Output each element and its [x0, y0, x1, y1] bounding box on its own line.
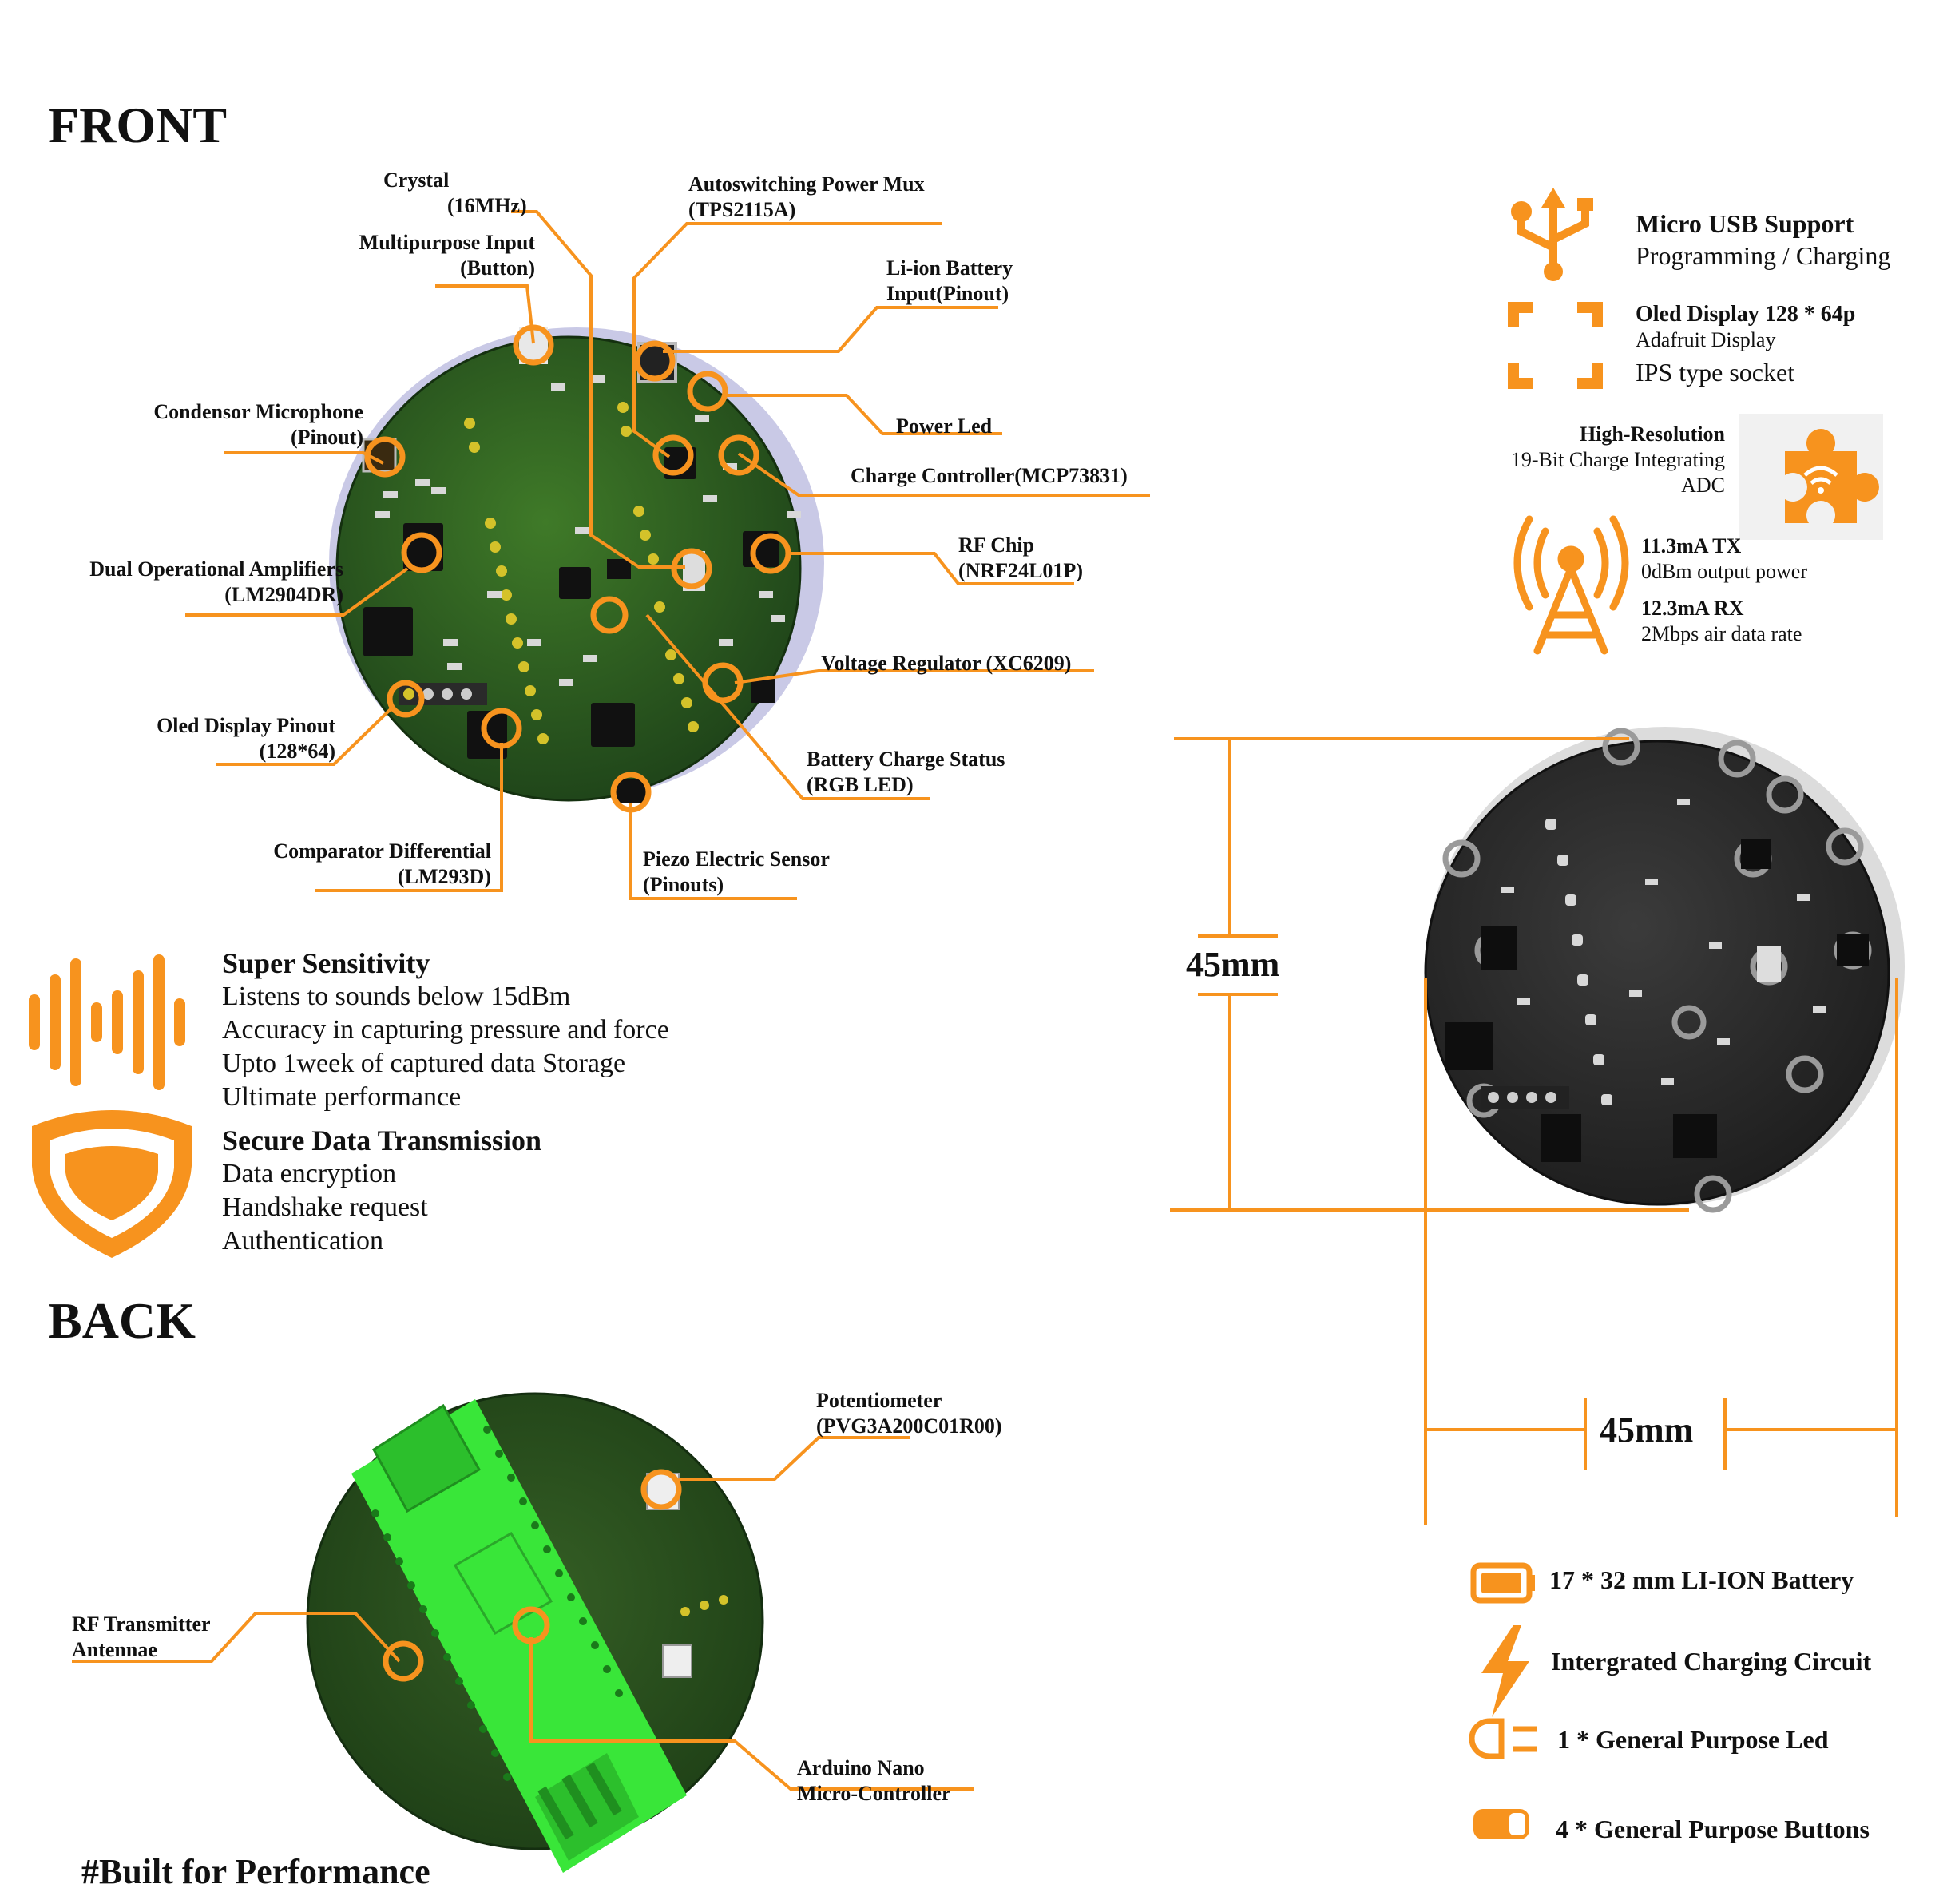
feature-battery: 17 * 32 mm LI-ION Battery — [1549, 1565, 1854, 1594]
feature-buttons: 4 * General Purpose Buttons — [1556, 1815, 1870, 1843]
dimension-pcb-board — [1424, 727, 1905, 1213]
callout-piezo: Piezo Electric Sensor (Pinouts) — [643, 847, 830, 896]
callout-power-mux: Autoswitching Power Mux (TPS2115A) — [688, 173, 925, 221]
sound-wave-icon — [29, 954, 185, 1090]
callout-battery-input: Li-ion Battery Input(Pinout) — [886, 256, 1013, 305]
callout-arduino: Arduino Nano Micro-Controller — [797, 1756, 951, 1805]
front-highlight-rings — [364, 324, 791, 813]
dimension-lines — [1170, 737, 1898, 1525]
callout-charge-controller: Charge Controller(MCP73831) — [851, 464, 1128, 487]
front-pcb-board — [329, 327, 824, 803]
security-block: Secure Data Transmission Data encryption… — [222, 1125, 542, 1255]
feature-charging-circuit: Intergrated Charging Circuit — [1551, 1647, 1872, 1676]
dimension-height-label: 45mm — [1186, 945, 1280, 984]
callout-potentiometer: Potentiometer (PVG3A200C01R00) — [816, 1389, 1002, 1438]
callout-oled-pinout: Oled Display Pinout (128*64) — [157, 714, 335, 763]
sensitivity-block: Super Sensitivity Listens to sounds belo… — [222, 947, 669, 1112]
lightning-icon — [1481, 1625, 1529, 1717]
led-icon — [1469, 1718, 1537, 1759]
spec-oled: Oled Display 128 * 64p Adafruit Display … — [1636, 302, 1856, 387]
feature-led: 1 * General Purpose Led — [1557, 1725, 1829, 1754]
back-highlight-rings — [383, 1469, 682, 1682]
spec-rf: 11.3mA TX 0dBm output power 12.3mA RX 2M… — [1641, 534, 1807, 645]
front-heading: FRONT — [48, 97, 227, 153]
callout-power-led: Power Led — [896, 415, 993, 438]
callout-microphone: Condensor Microphone (Pinout) — [153, 400, 363, 449]
callout-rf-antenna: RF Transmitter Antennae — [72, 1612, 211, 1661]
callout-rf-chip: RF Chip (NRF24L01P) — [958, 534, 1083, 582]
front-leader-lines — [185, 210, 1150, 900]
spec-usb: Micro USB Support Programming / Charging — [1636, 209, 1891, 270]
toggle-button-icon — [1473, 1809, 1529, 1839]
tagline: #Built for Performance — [81, 1852, 430, 1891]
callout-multipurpose-input: Multipurpose Input (Button) — [359, 231, 535, 280]
callout-crystal: Crystal (16MHz) — [383, 169, 527, 217]
callout-voltage-regulator: Voltage Regulator (XC6209) — [821, 652, 1072, 675]
puzzle-wifi-icon — [1739, 414, 1883, 540]
spec-adc: High-Resolution 19-Bit Charge Integratin… — [1510, 422, 1725, 497]
battery-icon — [1470, 1562, 1535, 1604]
back-leader-lines — [72, 1436, 974, 1791]
callout-charge-status: Battery Charge Status (RGB LED) — [807, 748, 1005, 796]
callout-comparator: Comparator Differential (LM293D) — [273, 839, 491, 888]
radio-tower-icon — [1513, 515, 1629, 655]
shield-icon — [32, 1110, 192, 1258]
dimension-width-label: 45mm — [1600, 1410, 1694, 1450]
callout-op-amps: Dual Operational Amplifiers (LM2904DR) — [89, 557, 343, 606]
display-frame-icon — [1508, 302, 1603, 389]
usb-icon — [1511, 188, 1593, 281]
back-heading: BACK — [48, 1292, 196, 1349]
